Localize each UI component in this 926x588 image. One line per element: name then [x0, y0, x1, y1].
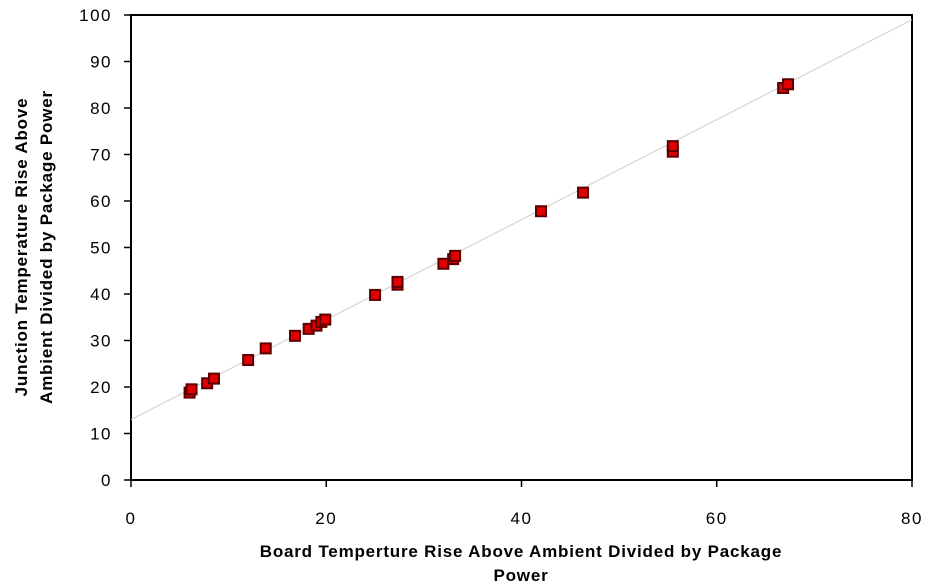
data-point: [242, 354, 255, 367]
x-tick-label: 0: [126, 509, 137, 528]
data-point: [289, 329, 302, 342]
y-tick-label: 30: [90, 332, 112, 351]
plot-area: [130, 14, 913, 481]
data-points: [183, 78, 795, 399]
x-tick-label: 40: [511, 509, 533, 528]
y-tick-label: 60: [90, 192, 112, 211]
data-point: [391, 275, 404, 288]
y-tick-label: 80: [90, 99, 112, 118]
data-point: [577, 186, 590, 199]
x-tick-label: 80: [901, 509, 923, 528]
data-point: [449, 249, 462, 262]
data-point: [535, 205, 548, 218]
y-axis-title-line-2: Ambient Divided by Package Power: [37, 90, 56, 404]
y-tick-label: 70: [90, 146, 112, 165]
y-axis-title-line-1: Junction Temperature Rise Above: [12, 98, 31, 397]
data-point: [185, 383, 198, 396]
y-axis: 0 10 20 30 40 50 60 70 80 90 100: [79, 6, 131, 490]
y-tick-label: 90: [90, 53, 112, 72]
x-tick-label: 20: [315, 509, 337, 528]
data-point: [259, 342, 272, 355]
data-point: [437, 257, 450, 270]
data-point: [782, 78, 795, 91]
x-axis-title-line-2: Power: [493, 566, 548, 585]
y-tick-label: 50: [90, 239, 112, 258]
y-tick-label: 20: [90, 378, 112, 397]
data-point: [369, 288, 382, 301]
y-tick-label: 40: [90, 285, 112, 304]
y-tick-label: 10: [90, 425, 112, 444]
x-tick-label: 60: [706, 509, 728, 528]
data-point: [319, 313, 332, 326]
x-axis: 0 20 40 60 80: [126, 480, 923, 528]
y-tick-label: 0: [101, 471, 112, 490]
y-tick-label: 100: [79, 6, 112, 25]
data-point: [207, 372, 220, 385]
data-point: [666, 140, 679, 153]
x-axis-title-line-1: Board Temperture Rise Above Ambient Divi…: [260, 542, 782, 561]
